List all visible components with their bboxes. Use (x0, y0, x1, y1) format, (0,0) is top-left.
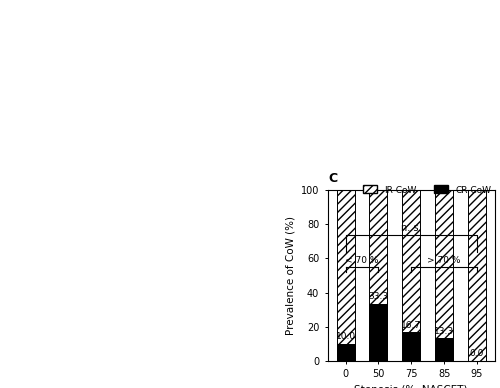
Bar (336, 190, 354, 361)
Text: C: C (328, 172, 338, 185)
Text: 16.7: 16.7 (401, 321, 421, 330)
Text: 10.0: 10.0 (336, 332, 355, 341)
Bar (435, 338, 453, 361)
Text: > 70 %: > 70 % (428, 256, 461, 265)
Bar (402, 190, 420, 361)
Text: < 70 %: < 70 % (345, 256, 378, 265)
Text: 33.3: 33.3 (368, 293, 388, 301)
Legend: IR-CoW, CR-CoW: IR-CoW, CR-CoW (360, 183, 494, 197)
Bar (370, 304, 388, 361)
Bar (402, 333, 420, 361)
Y-axis label: Prevalence of CoW (%): Prevalence of CoW (%) (285, 216, 295, 335)
Text: n. s.: n. s. (401, 223, 421, 233)
Bar (468, 190, 486, 361)
Bar (370, 190, 388, 361)
X-axis label: Stenosis (%, NASCET): Stenosis (%, NASCET) (354, 385, 468, 388)
Text: 0.0: 0.0 (470, 349, 484, 358)
Text: 13.3: 13.3 (434, 327, 454, 336)
Bar (435, 190, 453, 361)
Bar (336, 344, 354, 361)
